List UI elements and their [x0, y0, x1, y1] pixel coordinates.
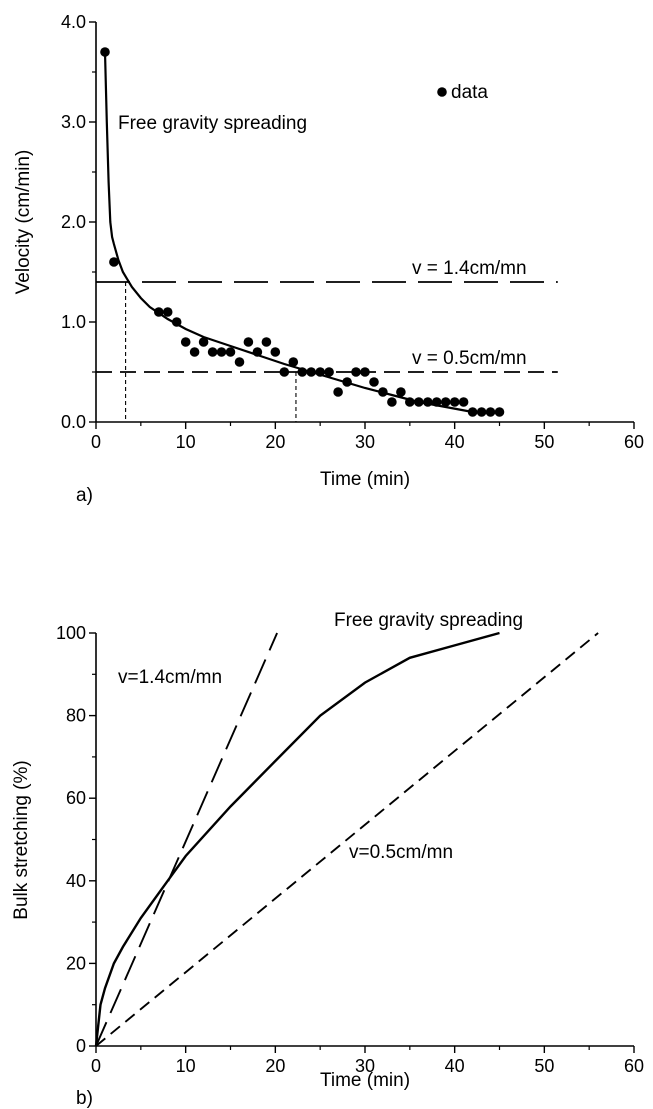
panel-b-y-tick-label: 80 [66, 706, 86, 726]
data-point [279, 367, 290, 377]
panel-b-y-tick-label: 0 [76, 1036, 86, 1056]
data-point [324, 367, 334, 377]
panel-a-x-tick-label: 60 [624, 432, 644, 452]
panel-b-x-tick-label: 40 [445, 1056, 465, 1076]
panel-b-line1-label: v=1.4cm/mn [118, 667, 222, 688]
panel-b-curve-label: Free gravity spreading [334, 610, 523, 631]
data-point [234, 357, 245, 367]
data-point [440, 397, 451, 407]
panel-a-x-tick-label: 10 [176, 432, 196, 452]
data-point [297, 367, 308, 377]
legend-label: data [451, 82, 488, 103]
panel-a-line1-label: v = 1.4cm/mn [412, 258, 527, 279]
panel-a: 0 10 20 30 40 50 600.01.02.03.04.0 Time (min) … [13, 12, 644, 506]
data-point [449, 397, 460, 407]
panel-a-y-tick-label: 3.0 [61, 112, 86, 132]
data-point [171, 317, 182, 327]
data-point [378, 387, 388, 397]
panel-a-x-tick-label: 0 [91, 432, 101, 452]
panel-a-y-tick-label: 2.0 [61, 212, 86, 232]
data-point [189, 347, 200, 357]
panel-a-x-tick-label: 40 [445, 432, 465, 452]
panel-b-gravity-curve [94, 631, 500, 1047]
data-point [216, 347, 227, 357]
data-point [154, 307, 164, 317]
panel-a-data-points [100, 47, 505, 417]
panel-b-x-tick-label: 60 [624, 1056, 644, 1076]
data-point [431, 397, 442, 407]
panel-b-y-tick-label: 40 [66, 871, 86, 891]
data-point [494, 407, 505, 417]
panel-b-x-tick-label: 10 [176, 1056, 196, 1076]
panel-b-x-axis-label: Time (min) [320, 1070, 410, 1091]
panel-b-x-tick-label: 50 [534, 1056, 554, 1076]
panel-a-ticks [89, 21, 635, 429]
panel-b-y-tick-label: 60 [66, 788, 86, 808]
panel-b-label: b) [76, 1088, 93, 1109]
data-point [315, 367, 326, 377]
data-point [162, 307, 173, 317]
legend-marker [437, 87, 447, 97]
panel-b-y-tick-label: 100 [56, 623, 86, 643]
data-point [458, 397, 469, 407]
panel-a-y-tick-label: 1.0 [61, 312, 86, 332]
data-point [360, 367, 370, 377]
panel-b-line-0-5 [95, 632, 599, 1047]
data-point [387, 397, 397, 407]
panel-b-x-tick-label: 0 [91, 1056, 101, 1076]
data-point [396, 387, 406, 397]
data-point [243, 337, 254, 347]
panel-a-y-axis-label: Velocity (cm/min) [13, 150, 34, 295]
panel-b-y-tick-label: 20 [66, 953, 86, 973]
data-point [225, 347, 236, 357]
panel-b-x-tick-label: 30 [355, 1056, 375, 1076]
data-point [476, 407, 487, 417]
data-point [288, 357, 299, 367]
data-point [333, 387, 343, 397]
data-point [467, 407, 478, 417]
data-point [306, 367, 317, 377]
data-point [252, 347, 263, 357]
data-point [207, 347, 218, 357]
panel-a-x-axis-label: Time (min) [320, 469, 410, 490]
panel-a-label: a) [76, 485, 93, 506]
data-point [198, 337, 209, 347]
panel-a-y-tick-label: 0.0 [61, 412, 86, 432]
panel-a-x-tick-label: 50 [534, 432, 554, 452]
data-point [351, 367, 361, 377]
panel-a-x-tick-label: 20 [265, 432, 285, 452]
panel-b: 0 10 20 30 40 50 60 0 20 40 60 80 100 Time (min) Bul… [11, 610, 644, 1109]
panel-a-tick-labels: 0 10 20 30 40 50 60 0.0 1.0 2.0 3.0 4.0 [61, 12, 644, 452]
panel-b-y-axis-label: Bulk stretching (%) [11, 760, 32, 919]
panel-a-y-tick-label: 4.0 [61, 12, 86, 32]
panel-b-line-1-4 [95, 632, 278, 1047]
panel-b-x-tick-label: 20 [265, 1056, 285, 1076]
data-point [405, 397, 415, 407]
data-point [342, 377, 352, 387]
data-point [423, 397, 433, 407]
panel-b-tick-labels: 0 10 20 30 40 50 60 0 20 40 60 80 100 [56, 623, 644, 1076]
panel-a-curve-label: Free gravity spreading [118, 113, 307, 134]
data-point [485, 407, 496, 417]
data-point [369, 377, 379, 387]
data-point [261, 337, 272, 347]
panel-a-x-tick-label: 30 [355, 432, 375, 452]
data-point [414, 397, 424, 407]
panel-a-line2-label: v = 0.5cm/mn [412, 348, 527, 369]
panel-b-lines [94, 631, 599, 1047]
data-point [100, 47, 110, 57]
data-point [109, 257, 119, 267]
panel-b-line2-label: v=0.5cm/mn [349, 842, 453, 863]
data-point [180, 337, 191, 347]
data-point [270, 347, 281, 357]
